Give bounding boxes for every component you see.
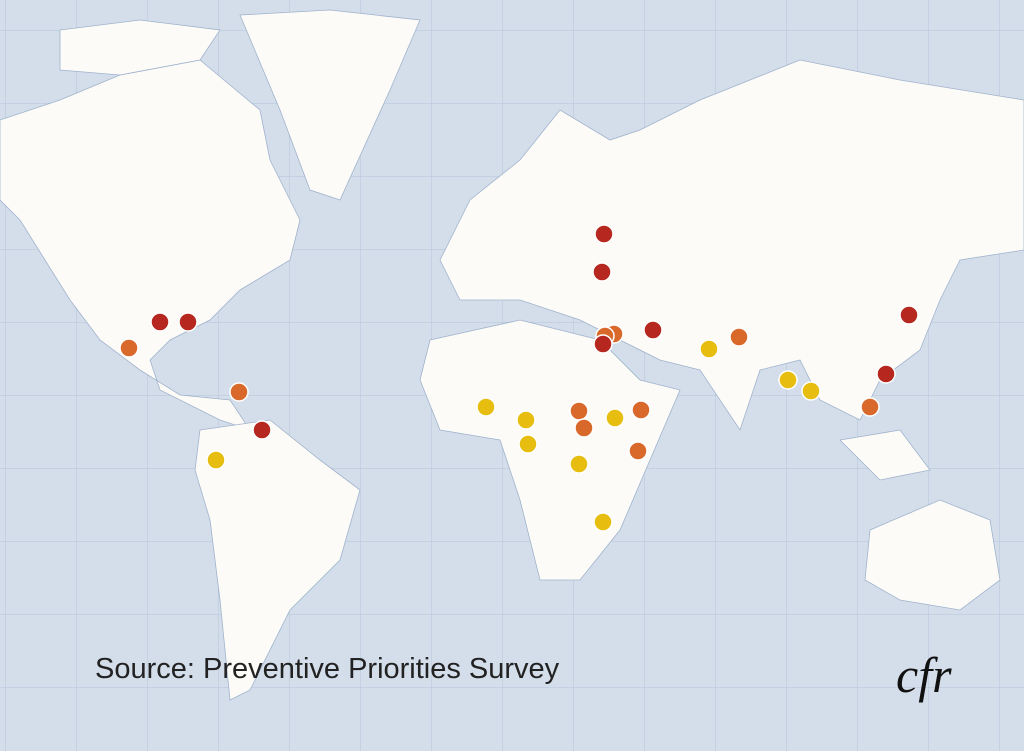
location-marker: [119, 338, 139, 358]
location-marker: [150, 312, 170, 332]
land: [0, 9, 1024, 701]
source: Source: Preventive Priorities Survey: [95, 653, 560, 685]
location-marker: [605, 408, 625, 428]
location-marker: [593, 512, 613, 532]
markers: [119, 224, 919, 532]
location-marker: [899, 305, 919, 325]
location-marker: [593, 334, 613, 354]
location-marker: [860, 397, 880, 417]
location-marker: [229, 382, 249, 402]
location-marker: [252, 420, 272, 440]
logo: cfr: [896, 647, 952, 703]
location-marker: [178, 312, 198, 332]
location-marker: [569, 401, 589, 421]
location-marker: [699, 339, 719, 359]
location-marker: [476, 397, 496, 417]
location-marker: [876, 364, 896, 384]
location-marker: [516, 410, 536, 430]
location-marker: [778, 370, 798, 390]
location-marker: [729, 327, 749, 347]
location-marker: [569, 454, 589, 474]
location-marker: [574, 418, 594, 438]
location-marker: [206, 450, 226, 470]
location-marker: [594, 224, 614, 244]
location-marker: [643, 320, 663, 340]
location-marker: [631, 400, 651, 420]
location-marker: [518, 434, 538, 454]
location-marker: [801, 381, 821, 401]
location-marker: [628, 441, 648, 461]
location-marker: [592, 262, 612, 282]
